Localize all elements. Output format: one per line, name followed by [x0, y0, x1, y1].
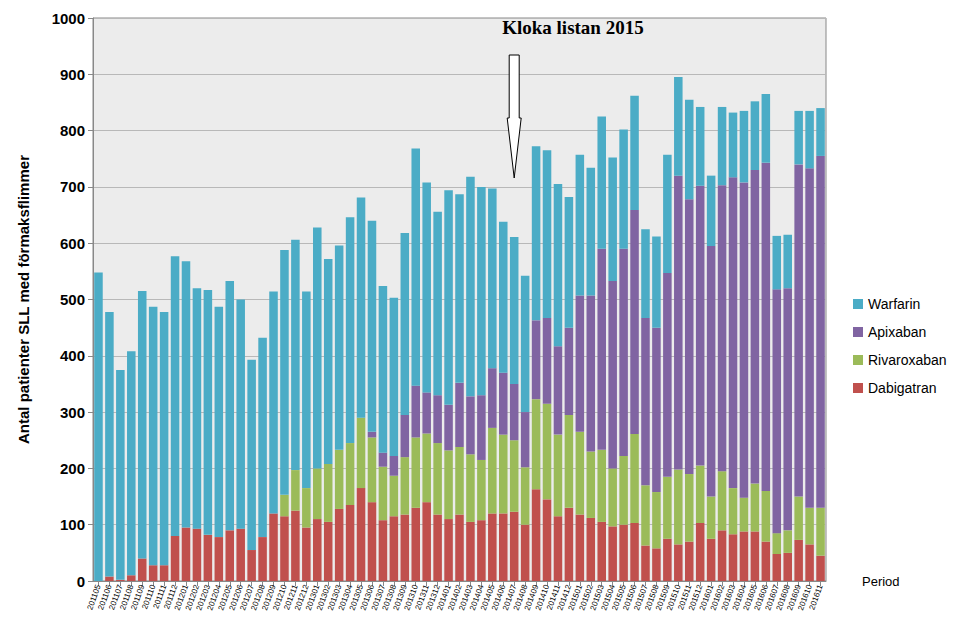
svg-text:201607: 201607 [763, 583, 781, 612]
svg-text:201408: 201408 [511, 583, 530, 612]
svg-text:201107: 201107 [107, 583, 125, 612]
svg-text:201207: 201207 [238, 583, 256, 612]
svg-text:201501: 201501 [566, 583, 585, 612]
svg-text:201403: 201403 [457, 583, 475, 612]
svg-text:1000: 1000 [52, 10, 85, 27]
svg-text:201511: 201511 [676, 583, 694, 612]
svg-text:201603: 201603 [719, 583, 738, 612]
svg-text:201602: 201602 [708, 583, 727, 612]
svg-text:201108: 201108 [118, 583, 136, 612]
svg-text:201111: 201111 [151, 583, 169, 610]
svg-text:201210: 201210 [271, 583, 289, 612]
svg-text:201110: 201110 [140, 583, 158, 611]
svg-text:201112: 201112 [162, 583, 180, 611]
svg-text:201304: 201304 [336, 583, 355, 612]
svg-text:201508: 201508 [643, 583, 661, 612]
svg-text:201608: 201608 [774, 583, 792, 612]
svg-text:201604: 201604 [730, 583, 749, 612]
svg-text:0: 0 [77, 573, 85, 590]
svg-text:Apixaban: Apixaban [868, 324, 926, 340]
svg-text:201402: 201402 [446, 583, 464, 612]
svg-text:500: 500 [60, 291, 85, 308]
svg-text:201601: 201601 [697, 583, 716, 612]
svg-text:201109: 201109 [129, 583, 147, 612]
svg-text:201605: 201605 [741, 583, 760, 612]
svg-text:800: 800 [60, 122, 85, 139]
svg-text:100: 100 [60, 516, 85, 533]
svg-text:201407: 201407 [500, 583, 519, 612]
svg-text:201411: 201411 [544, 583, 563, 612]
svg-text:201301: 201301 [303, 583, 322, 612]
svg-text:201507: 201507 [632, 583, 650, 612]
svg-text:201106: 201106 [96, 583, 114, 612]
svg-text:Warfarin: Warfarin [868, 296, 920, 312]
svg-text:201610: 201610 [796, 583, 814, 612]
svg-text:Antal patienter SLL med förmak: Antal patienter SLL med förmaksflimmer [15, 155, 32, 444]
svg-text:201504: 201504 [599, 583, 617, 612]
svg-text:201305: 201305 [347, 583, 366, 612]
svg-text:201606: 201606 [752, 583, 771, 612]
svg-text:201302: 201302 [314, 583, 333, 612]
svg-text:201509: 201509 [654, 583, 672, 612]
svg-text:201212: 201212 [293, 583, 311, 612]
svg-text:201204: 201204 [205, 583, 223, 612]
svg-text:201309: 201309 [391, 583, 409, 612]
svg-text:201312: 201312 [424, 583, 442, 612]
svg-text:201611: 201611 [807, 583, 825, 611]
svg-text:201202: 201202 [183, 583, 202, 612]
svg-text:Period: Period [862, 574, 900, 589]
svg-text:201406: 201406 [489, 583, 508, 612]
svg-text:201405: 201405 [479, 583, 497, 612]
svg-text:201205: 201205 [216, 583, 234, 612]
svg-text:201505: 201505 [610, 583, 628, 612]
svg-text:201211: 201211 [282, 583, 300, 612]
svg-text:300: 300 [60, 404, 85, 421]
svg-text:201308: 201308 [380, 583, 399, 612]
svg-text:201502: 201502 [577, 583, 595, 612]
svg-text:201201: 201201 [172, 583, 191, 612]
svg-text:400: 400 [60, 347, 85, 364]
svg-text:201310: 201310 [402, 583, 420, 612]
svg-text:201401: 201401 [435, 583, 453, 612]
svg-text:201203: 201203 [194, 583, 213, 612]
svg-text:201209: 201209 [260, 583, 278, 612]
svg-text:201404: 201404 [468, 583, 486, 612]
svg-text:201510: 201510 [664, 583, 683, 612]
svg-text:201208: 201208 [249, 583, 267, 612]
svg-text:201206: 201206 [227, 583, 245, 612]
svg-text:201410: 201410 [533, 583, 552, 612]
svg-text:201503: 201503 [588, 583, 606, 612]
svg-text:201306: 201306 [358, 583, 377, 612]
svg-text:201307: 201307 [369, 583, 388, 612]
svg-text:201105: 201105 [85, 583, 103, 612]
svg-text:Kloka listan 2015: Kloka listan 2015 [502, 17, 643, 38]
svg-text:Dabigatran: Dabigatran [868, 380, 937, 396]
svg-text:201506: 201506 [621, 583, 639, 612]
svg-text:201311: 201311 [413, 583, 431, 612]
svg-text:Rivaroxaban: Rivaroxaban [868, 352, 947, 368]
svg-text:200: 200 [60, 460, 85, 477]
svg-text:900: 900 [60, 66, 85, 83]
svg-text:600: 600 [60, 235, 85, 252]
svg-text:201409: 201409 [522, 583, 541, 612]
svg-text:201303: 201303 [325, 583, 344, 612]
svg-text:201512: 201512 [686, 583, 705, 612]
svg-text:700: 700 [60, 178, 85, 195]
svg-text:201412: 201412 [555, 583, 574, 612]
svg-text:201609: 201609 [785, 583, 803, 612]
